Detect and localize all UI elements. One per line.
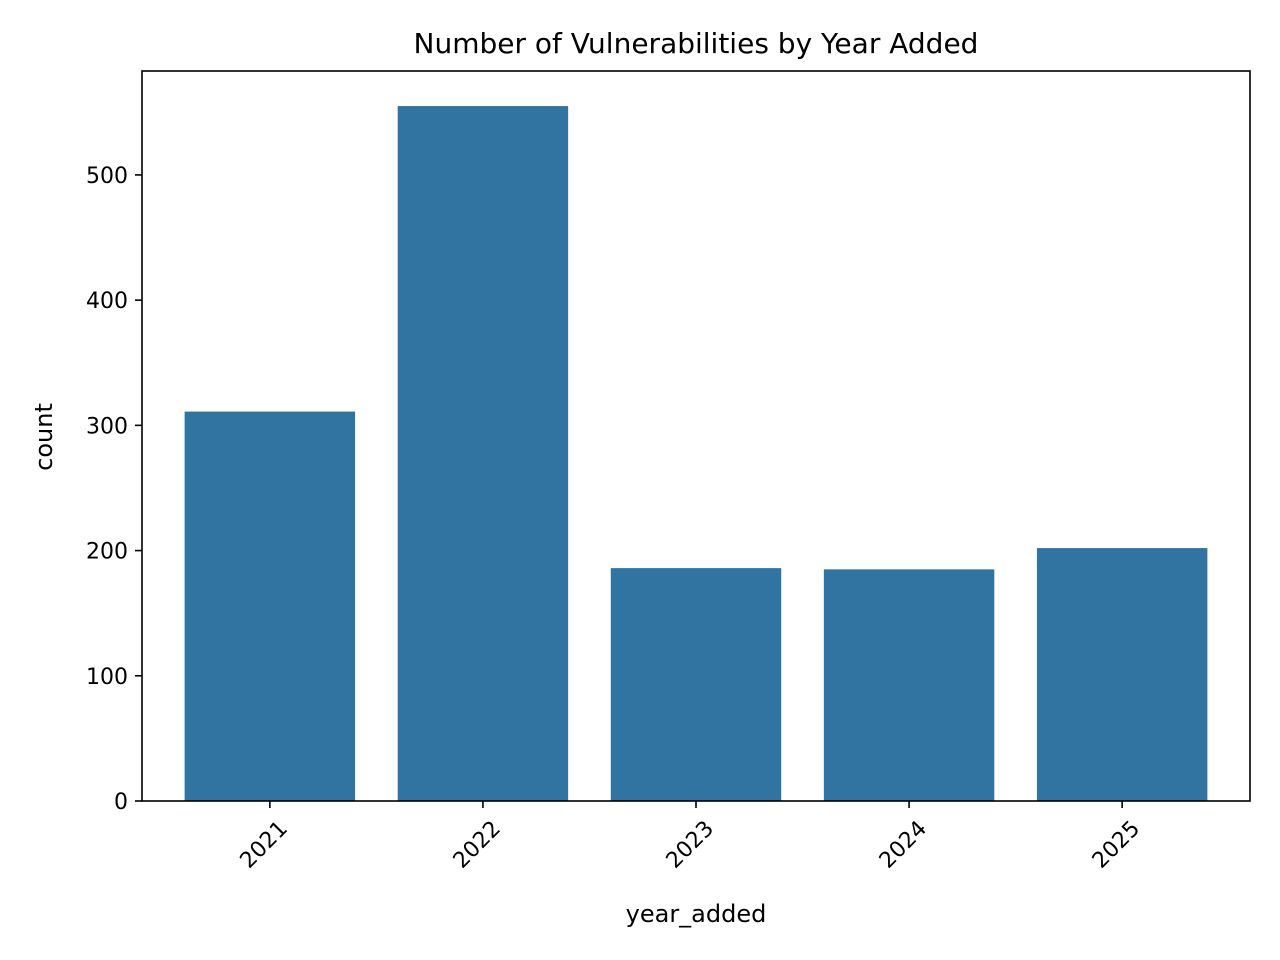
plot-area-frame — [141, 70, 1251, 802]
y-tick-label: 300 — [86, 414, 128, 439]
bars-group — [184, 106, 1208, 801]
y-axis-label: count — [30, 403, 58, 471]
bar-2024 — [823, 569, 995, 801]
bar-2022 — [397, 106, 569, 801]
bar-2021 — [184, 411, 356, 801]
y-axis-ticks: 0 100 200 300 400 500 — [86, 164, 142, 815]
chart-title: Number of Vulnerabilities by Year Added — [414, 27, 979, 60]
y-tick-label: 0 — [114, 790, 128, 815]
bar-2025 — [1036, 548, 1208, 801]
y-tick-label: 200 — [86, 540, 128, 565]
y-tick-label: 400 — [86, 289, 128, 314]
y-tick-label: 100 — [86, 665, 128, 690]
y-tick-label: 500 — [86, 164, 128, 189]
bar-2023 — [610, 568, 782, 801]
x-axis-label: year_added — [626, 900, 767, 928]
